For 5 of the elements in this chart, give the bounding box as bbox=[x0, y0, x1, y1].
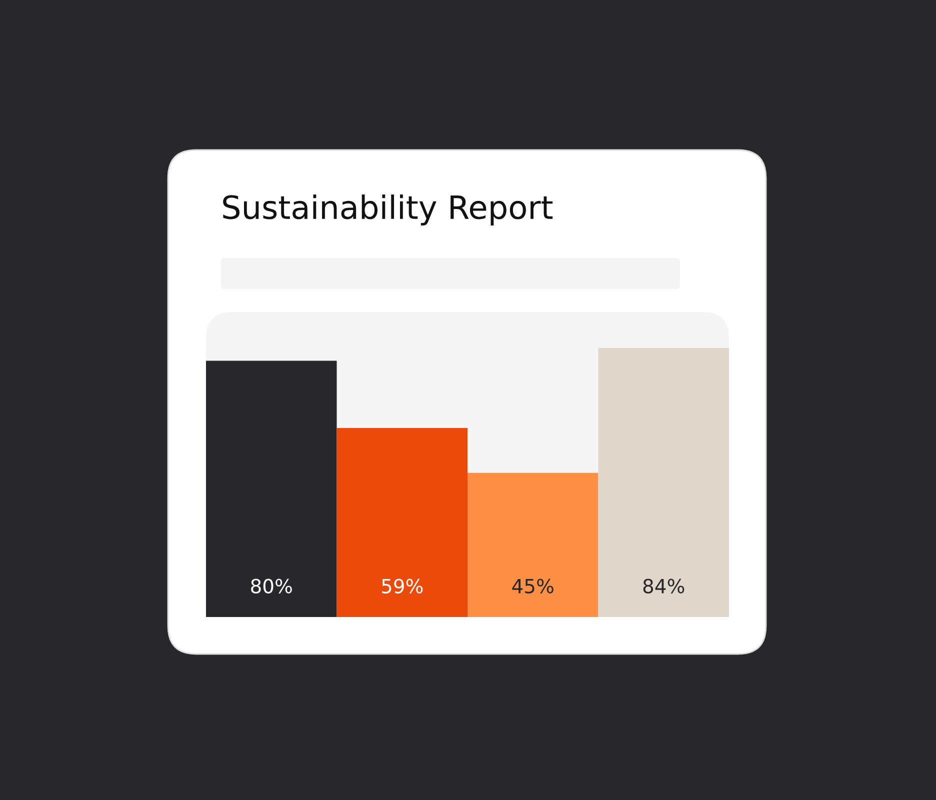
data-label: 45% bbox=[512, 578, 554, 594]
data-label: 84% bbox=[643, 578, 684, 594]
data-label: 80% bbox=[251, 578, 292, 594]
chart-title: Sustainability Report bbox=[223, 194, 553, 226]
data-label: 59% bbox=[382, 578, 423, 594]
